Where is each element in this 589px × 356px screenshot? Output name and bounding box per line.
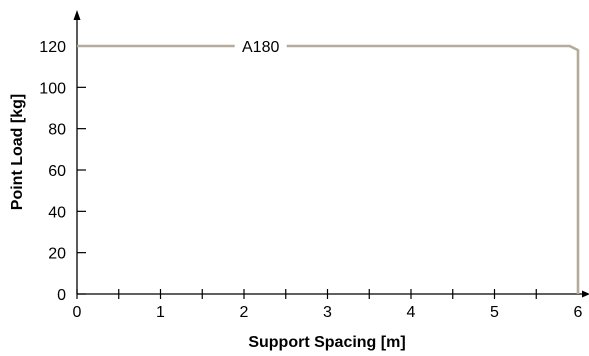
x-tick-label: 2 bbox=[240, 304, 249, 321]
x-tick-label: 6 bbox=[574, 304, 583, 321]
x-axis-arrow bbox=[582, 290, 589, 298]
series-label-background bbox=[234, 35, 287, 57]
y-tick-label: 80 bbox=[48, 122, 66, 139]
y-tick-label: 100 bbox=[39, 80, 66, 97]
y-axis-title: Point Load [kg] bbox=[9, 94, 26, 210]
series-line-a180 bbox=[77, 44, 580, 294]
y-axis-arrow bbox=[73, 10, 81, 20]
y-tick-label: 60 bbox=[48, 163, 66, 180]
y-tick-label: 40 bbox=[48, 204, 66, 221]
y-tick-label: 120 bbox=[39, 39, 66, 56]
x-tick-label: 0 bbox=[73, 304, 82, 321]
x-tick-label: 1 bbox=[156, 304, 165, 321]
x-tick-label: 3 bbox=[323, 304, 332, 321]
y-tick-label: 0 bbox=[57, 287, 66, 304]
series-label-a180: A180 bbox=[242, 39, 279, 56]
x-tick-label: 5 bbox=[490, 304, 499, 321]
x-axis-title: Support Spacing [m] bbox=[248, 334, 405, 351]
axes bbox=[73, 10, 589, 298]
y-tick-label: 20 bbox=[48, 246, 66, 263]
x-tick-label: 4 bbox=[407, 304, 416, 321]
series-layer: A180 bbox=[77, 35, 580, 294]
